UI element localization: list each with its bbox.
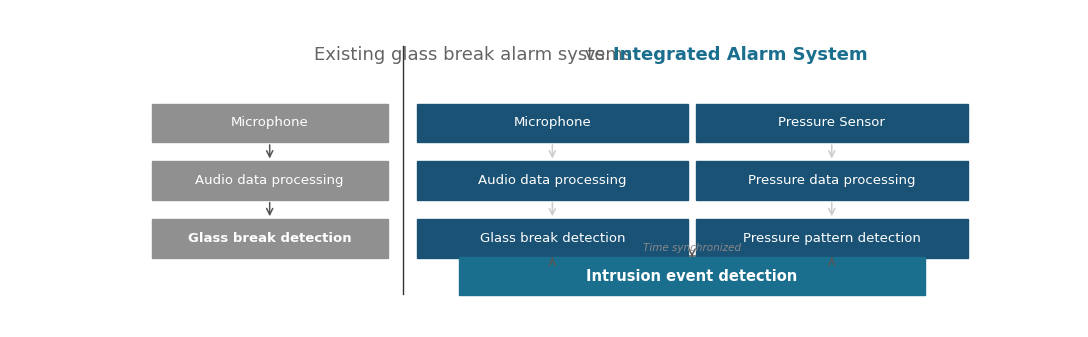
FancyBboxPatch shape xyxy=(151,161,388,200)
FancyBboxPatch shape xyxy=(151,219,388,257)
FancyBboxPatch shape xyxy=(696,219,967,257)
FancyBboxPatch shape xyxy=(417,103,689,142)
FancyBboxPatch shape xyxy=(696,161,967,200)
Text: Pressure pattern detection: Pressure pattern detection xyxy=(743,232,920,245)
Text: Integrated Alarm System: Integrated Alarm System xyxy=(614,46,868,64)
FancyBboxPatch shape xyxy=(151,103,388,142)
FancyBboxPatch shape xyxy=(417,161,689,200)
FancyBboxPatch shape xyxy=(459,257,925,295)
Text: Intrusion event detection: Intrusion event detection xyxy=(586,269,798,283)
Text: vs.: vs. xyxy=(579,46,617,64)
Text: Existing glass break alarm systems: Existing glass break alarm systems xyxy=(314,46,632,64)
FancyBboxPatch shape xyxy=(417,219,689,257)
Text: Glass break detection: Glass break detection xyxy=(480,232,626,245)
Text: Time synchronized: Time synchronized xyxy=(643,243,741,253)
Text: Glass break detection: Glass break detection xyxy=(188,232,351,245)
Text: Pressure data processing: Pressure data processing xyxy=(749,174,915,187)
Text: Pressure Sensor: Pressure Sensor xyxy=(778,116,886,129)
Text: Microphone: Microphone xyxy=(514,116,591,129)
Text: Microphone: Microphone xyxy=(231,116,309,129)
Text: Audio data processing: Audio data processing xyxy=(196,174,344,187)
FancyBboxPatch shape xyxy=(696,103,967,142)
Text: Audio data processing: Audio data processing xyxy=(478,174,627,187)
